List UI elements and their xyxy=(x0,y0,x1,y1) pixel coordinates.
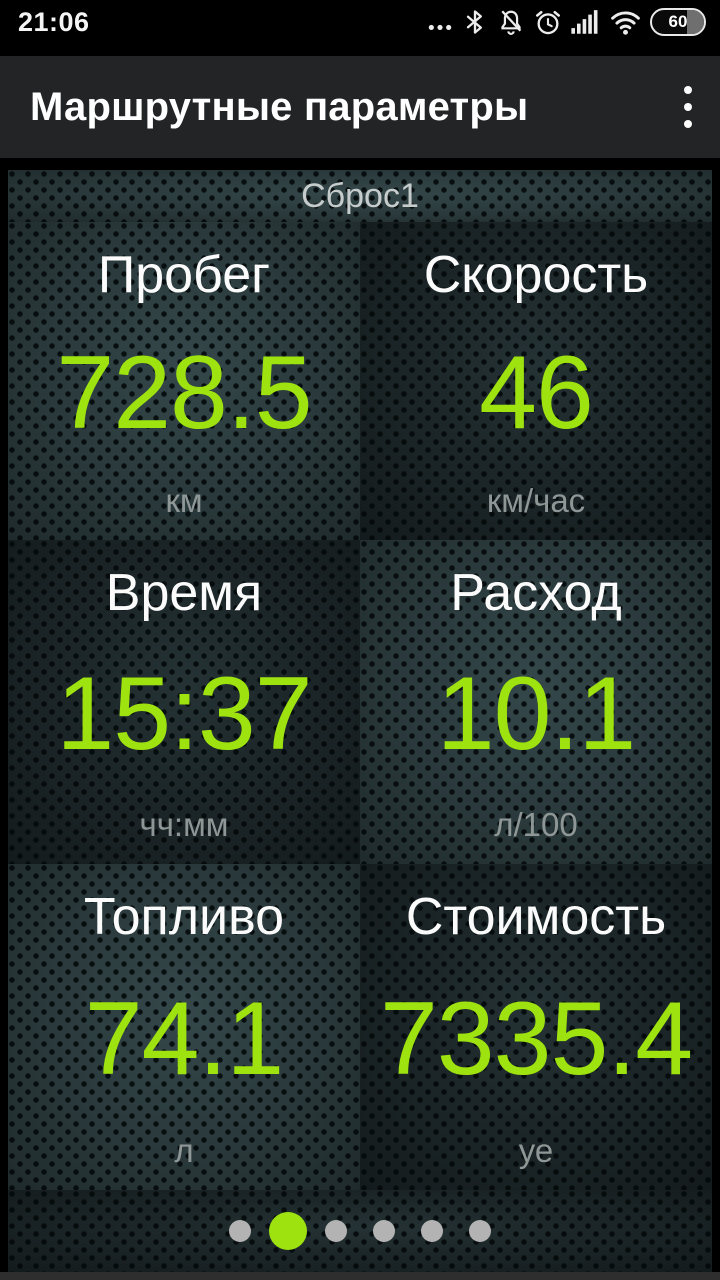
battery-icon: 60 xyxy=(650,8,706,36)
tile-label: Расход xyxy=(450,564,622,622)
clock: 21:06 xyxy=(18,6,90,37)
battery-fill xyxy=(687,10,704,34)
tile-unit: уе xyxy=(518,1132,554,1169)
tile-unit: л/100 xyxy=(494,806,578,843)
overflow-menu-icon[interactable] xyxy=(674,78,702,136)
page-dot-active[interactable] xyxy=(269,1212,307,1250)
more-notifications-icon xyxy=(428,24,452,31)
page-dot[interactable] xyxy=(325,1220,347,1242)
notifications-off-icon xyxy=(501,10,522,35)
tile-value: 7335.4 xyxy=(379,981,693,1098)
alarm-icon xyxy=(535,10,561,35)
tile-value: 74.1 xyxy=(84,981,284,1098)
signal-strength-icon xyxy=(571,9,598,34)
page-dot[interactable] xyxy=(421,1220,443,1242)
bluetooth-icon xyxy=(466,10,482,34)
tile-unit: чч:мм xyxy=(139,806,229,843)
tile-unit: км/час xyxy=(486,482,586,519)
tile-row: Топливо 74.1 л Стоимость 7335.4 уе xyxy=(8,864,712,1190)
tile-value: 15:37 xyxy=(56,656,312,773)
tile-row: Пробег 728.5 км Скорость 46 км/час xyxy=(8,222,712,540)
wifi-icon xyxy=(611,10,640,35)
status-icons: 60 xyxy=(427,8,706,36)
tile-time[interactable]: Время 15:37 чч:мм xyxy=(8,540,360,864)
tile-consumption[interactable]: Расход 10.1 л/100 xyxy=(360,540,712,864)
divider xyxy=(0,44,720,56)
tile-speed[interactable]: Скорость 46 км/час xyxy=(360,222,712,540)
tile-value: 46 xyxy=(479,335,594,452)
page-title: Маршрутные параметры xyxy=(30,84,529,129)
page-dot[interactable] xyxy=(229,1220,251,1242)
app-bar: Маршрутные параметры xyxy=(0,56,720,158)
tile-label: Топливо xyxy=(83,888,285,946)
trip-dashboard: Сброс1 Пробег 728.5 км Скорость 46 км/ча… xyxy=(8,170,712,1272)
tile-label: Пробег xyxy=(97,246,271,304)
tile-cost[interactable]: Стоимость 7335.4 уе xyxy=(360,864,712,1190)
page-dot[interactable] xyxy=(469,1220,491,1242)
tile-label: Время xyxy=(105,564,263,622)
tile-unit: л xyxy=(174,1132,194,1169)
page-dot[interactable] xyxy=(373,1220,395,1242)
tile-row: Время 15:37 чч:мм Расход 10.1 л/100 xyxy=(8,540,712,864)
tile-fuel[interactable]: Топливо 74.1 л xyxy=(8,864,360,1190)
screen-bottom-edge xyxy=(0,1272,720,1280)
tile-value: 10.1 xyxy=(436,656,636,773)
status-bar: 21:06 xyxy=(0,0,720,44)
divider xyxy=(0,158,720,170)
tile-unit: км xyxy=(165,482,203,519)
tile-label: Скорость xyxy=(423,246,649,304)
tile-value: 728.5 xyxy=(56,335,312,452)
page-indicator xyxy=(8,1190,712,1272)
tile-label: Стоимость xyxy=(405,888,667,946)
reset-set-label[interactable]: Сброс1 xyxy=(8,170,712,222)
tile-mileage[interactable]: Пробег 728.5 км xyxy=(8,222,360,540)
battery-level: 60 xyxy=(668,12,688,31)
